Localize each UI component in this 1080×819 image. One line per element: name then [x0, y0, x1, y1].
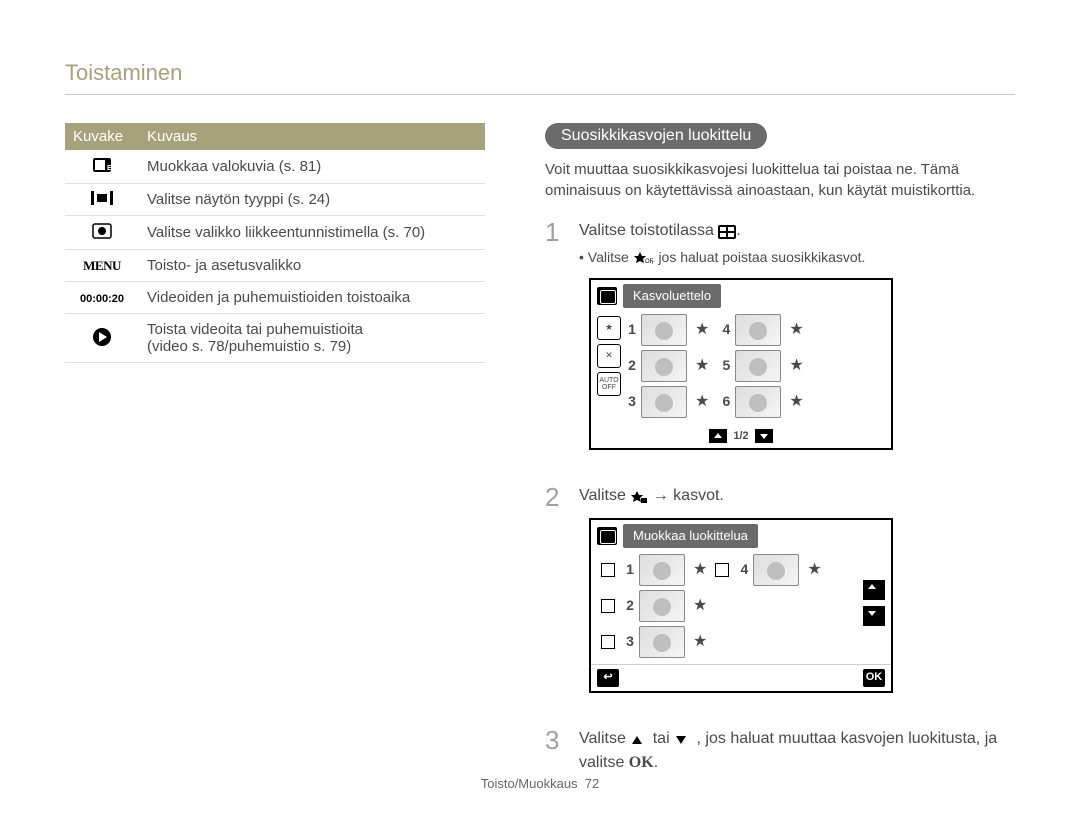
star-off-side-icon: ✕	[597, 344, 621, 368]
ok-button-icon: OK	[863, 669, 885, 687]
display-type-icon	[91, 191, 113, 208]
smart-album-icon	[718, 223, 736, 239]
face-thumb	[639, 590, 685, 622]
face-list-screen: Kasvoluettelo ★ ✕ AUTOOFF 1★4★ 2★5★	[589, 278, 893, 450]
pager-text: 1/2	[733, 428, 748, 445]
table-row: Valitse näytön tyyppi (s. 24)	[65, 184, 485, 216]
star-edit-side-icon: ★	[597, 316, 621, 340]
face-thumb	[735, 314, 781, 346]
cell-desc: Valitse näytön tyyppi (s. 24)	[139, 184, 485, 216]
step-number: 1	[545, 219, 565, 470]
step1-text-pre: Valitse toistotilassa	[579, 222, 718, 239]
step-number: 3	[545, 727, 565, 775]
table-row: 00:00:20 Videoiden ja puhemuistioiden to…	[65, 282, 485, 314]
step-1: 1 Valitse toistotilassa . • Valitse OFF …	[545, 219, 1015, 470]
cell-desc: Muokkaa valokuvia (s. 81)	[139, 150, 485, 184]
screen1-title: Kasvoluettelo	[623, 284, 721, 308]
nav-up-icon	[863, 580, 885, 600]
cell-desc: Toista videoita tai puhemuistioita (vide…	[139, 314, 485, 363]
step3-b: tai	[653, 730, 674, 747]
face-thumb	[735, 350, 781, 382]
menu-text-icon: MENU	[83, 258, 121, 273]
edit-photo-icon: E	[92, 157, 112, 176]
checkbox-icon	[601, 599, 615, 613]
th-desc: Kuvaus	[139, 123, 485, 150]
section-heading: Suosikkikasvojen luokittelu	[545, 123, 767, 149]
icon-table-region: Kuvake Kuvaus E Muokkaa valokuvia (s. 81…	[65, 123, 485, 789]
icon-table: Kuvake Kuvaus E Muokkaa valokuvia (s. 81…	[65, 123, 485, 363]
step-3: 3 Valitse tai , jos haluat muuttaa kasvo…	[545, 727, 1015, 775]
nav-down-icon	[863, 606, 885, 626]
star-off-icon: OFF	[633, 250, 651, 266]
back-button-icon: ↩	[597, 669, 619, 687]
smart-album-header-icon	[597, 287, 617, 305]
page-title: Toistaminen	[65, 60, 1015, 95]
th-icon: Kuvake	[65, 123, 139, 150]
step2-text-pre: Valitse	[579, 487, 630, 504]
page-footer: Toisto/Muokkaus 72	[0, 776, 1080, 791]
face-thumb	[641, 314, 687, 346]
face-thumb	[641, 350, 687, 382]
pager-up-icon	[709, 429, 727, 443]
pager-down-icon	[755, 429, 773, 443]
step2-text-mid: → kasvot.	[653, 487, 724, 504]
smart-album-header-icon	[597, 527, 617, 545]
timecode-icon: 00:00:20	[80, 293, 124, 305]
cell-desc: Videoiden ja puhemuistioiden toistoaika	[139, 282, 485, 314]
step-2: 2 Valitse → kasvot. Muokkaa luokittelua	[545, 484, 1015, 713]
section-description: Voit muuttaa suosikkikasvojesi luokittel…	[545, 159, 1015, 201]
checkbox-icon	[715, 563, 729, 577]
ok-text-icon: OK	[629, 754, 654, 771]
step1-text-post: .	[736, 222, 740, 239]
step1-bullet-post: , jos haluat poistaa suosikkikasvot.	[651, 249, 866, 265]
table-row: E Muokkaa valokuvia (s. 81)	[65, 150, 485, 184]
face-thumb	[641, 386, 687, 418]
table-row: MENU Toisto- ja asetusvalikko	[65, 250, 485, 282]
up-arrow-icon	[630, 730, 648, 746]
auto-off-side-icon: AUTOOFF	[597, 372, 621, 396]
table-row: Toista videoita tai puhemuistioita (vide…	[65, 314, 485, 363]
table-row: Valitse valikko liikkeentunnistimella (s…	[65, 216, 485, 250]
cell-desc: Valitse valikko liikkeentunnistimella (s…	[139, 216, 485, 250]
play-icon	[92, 327, 112, 350]
face-thumb	[639, 626, 685, 658]
down-arrow-icon	[674, 730, 692, 746]
step1-bullet-pre: Valitse	[588, 249, 633, 265]
checkbox-icon	[601, 563, 615, 577]
face-thumb	[753, 554, 799, 586]
edit-ranking-screen: Muokkaa luokittelua 1★4★ 2★ 3★	[589, 518, 893, 693]
star-icon	[630, 488, 648, 504]
step-number: 2	[545, 484, 565, 713]
step3-a: Valitse	[579, 730, 630, 747]
cell-desc: Toisto- ja asetusvalikko	[139, 250, 485, 282]
screen2-title: Muokkaa luokittelua	[623, 524, 758, 548]
step3-d: .	[654, 754, 658, 771]
checkbox-icon	[601, 635, 615, 649]
face-thumb	[735, 386, 781, 418]
svg-text:E: E	[107, 165, 112, 172]
face-thumb	[639, 554, 685, 586]
motion-sensor-icon	[91, 223, 113, 242]
